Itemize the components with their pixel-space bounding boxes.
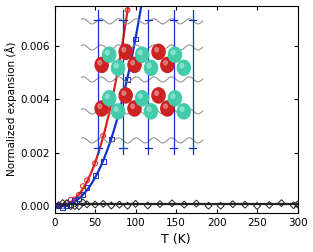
Point — [254, 204, 259, 208]
Point — [182, 203, 187, 207]
Point — [117, 60, 122, 64]
Point — [133, 37, 138, 41]
Point — [230, 202, 235, 206]
Point — [243, 203, 248, 207]
Point — [295, 202, 300, 206]
Point — [101, 202, 106, 206]
Point — [72, 197, 77, 201]
Point — [125, 8, 130, 12]
Y-axis label: Normalized expansion (Å): Normalized expansion (Å) — [6, 42, 18, 176]
Point — [133, 202, 138, 206]
Point — [76, 204, 81, 208]
Point — [218, 204, 223, 208]
Point — [109, 137, 114, 141]
Point — [117, 108, 122, 112]
Point — [170, 201, 175, 205]
Point — [85, 202, 90, 206]
Point — [80, 192, 85, 196]
Point — [194, 202, 199, 206]
Point — [72, 198, 77, 202]
Point — [93, 174, 98, 178]
Point — [60, 201, 65, 205]
Point — [76, 197, 81, 201]
Point — [68, 198, 73, 202]
X-axis label: T (K): T (K) — [161, 233, 191, 246]
Point — [80, 184, 85, 188]
Point — [64, 201, 69, 205]
Point — [101, 159, 106, 163]
Point — [68, 204, 73, 208]
Point — [93, 161, 98, 165]
Point — [56, 203, 61, 207]
Point — [64, 201, 69, 205]
Point — [72, 204, 77, 208]
Point — [56, 203, 61, 207]
Point — [109, 102, 114, 106]
Point — [56, 204, 61, 208]
Point — [85, 185, 90, 189]
Point — [206, 204, 211, 208]
Point — [85, 178, 90, 182]
Point — [109, 203, 114, 207]
Point — [291, 203, 296, 207]
Point — [64, 204, 69, 208]
Point — [101, 134, 106, 138]
Point — [125, 204, 130, 208]
Point — [117, 203, 122, 207]
Point — [76, 193, 81, 197]
Point — [157, 202, 162, 206]
Point — [279, 201, 284, 205]
Point — [267, 203, 272, 207]
Point — [68, 202, 73, 206]
Point — [80, 200, 85, 204]
Point — [60, 204, 65, 208]
Point — [145, 203, 150, 207]
Point — [93, 203, 98, 207]
Point — [60, 205, 65, 209]
Point — [125, 78, 130, 82]
